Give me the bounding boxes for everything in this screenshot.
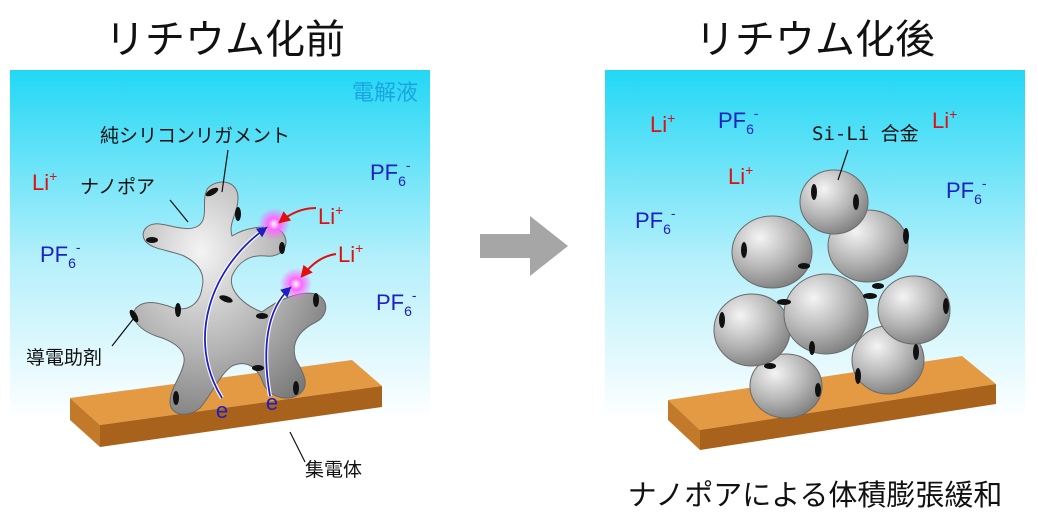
electrolyte-label: 電解液 [352,81,418,106]
svg-text:PF6-: PF6- [635,205,676,237]
ion-li-right-1: Li+ [650,110,675,137]
title-after: リチウム化後 [695,17,935,63]
svg-text:PF6-: PF6- [370,157,411,189]
svg-text:Li+: Li+ [932,106,957,133]
ion-pf6-left-1: PF6- [370,157,411,189]
ion-li-left-2: Li+ [318,202,343,229]
panel-before: 電解液 [10,70,430,481]
ion-li-right-2: Li+ [728,162,753,189]
ion-pf6-right-3: PF6- [946,175,987,207]
panel-after: Si-Li 合金 Li+ Li+ Li+ PF6- PF6- PF6- [605,70,1025,450]
si-li-alloy-blobs [713,169,951,419]
conductive-additive-particles-after [719,184,949,397]
electron-symbol-1: e [216,398,228,423]
electron-path-2 [265,286,292,397]
collector-label: 集電体 [305,459,362,481]
ion-li-right-3: Li+ [932,106,957,133]
nanopore-label: ナノポア [80,176,155,198]
svg-text:PF6-: PF6- [718,105,759,137]
electron-symbol-2: e [266,390,278,415]
ion-pf6-left-3: PF6- [376,287,417,319]
svg-text:PF6-: PF6- [946,175,987,207]
li-arrow-upper [278,207,317,224]
title-before: リチウム化前 [105,17,345,63]
ion-pf6-left-2: PF6- [40,239,81,271]
reaction-spark-upper [258,208,290,240]
li-arrow-lower [300,253,337,278]
electron-path-1 [204,226,268,399]
svg-text:Li+: Li+ [728,162,753,189]
additive-label: 導電助剤 [26,347,102,369]
right-arrow-icon [480,216,568,276]
ion-li-left-3: Li+ [338,240,363,267]
ion-pf6-right-2: PF6- [635,205,676,237]
alloy-label: Si-Li 合金 [812,123,919,145]
svg-text:Li+: Li+ [338,240,363,267]
svg-text:Li+: Li+ [32,168,57,195]
svg-text:PF6-: PF6- [40,239,81,271]
bottom-caption: ナノポアによる体積膨張緩和 [628,478,1003,512]
ligament-label: 純シリコンリガメント [100,125,290,147]
conductive-additive-particles [129,187,319,405]
svg-text:PF6-: PF6- [376,287,417,319]
ion-li-left-1: Li+ [32,168,57,195]
ion-pf6-right-1: PF6- [718,105,759,137]
svg-text:Li+: Li+ [650,110,675,137]
svg-text:Li+: Li+ [318,202,343,229]
